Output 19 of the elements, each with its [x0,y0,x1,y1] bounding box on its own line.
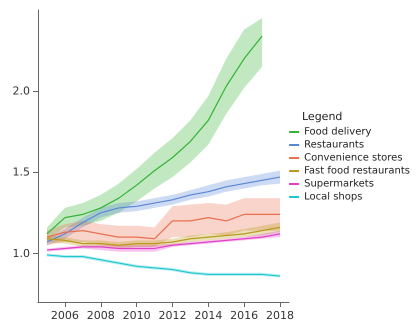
x-tick-label: 2014 [194,309,222,322]
legend-title: Legend [302,110,342,123]
x-tick-label: 2008 [86,309,115,322]
line-series [46,226,281,246]
y-tick-label: 2.0 [12,84,30,98]
legend-label: Supermarkets [304,178,374,190]
x-tick-label: 2018 [266,309,294,322]
y-tick-label: 1.5 [12,166,30,179]
legend-label: Convenience stores [304,152,403,164]
line-series [46,214,281,240]
x-tick-label: 2016 [230,309,258,322]
y-tick-label: 1.0 [12,246,30,260]
legend-label: Local shops [304,192,362,202]
legend-label: Food delivery [304,126,372,138]
legend-label: Fast food restaurants [304,166,410,176]
x-tick-label: 2012 [158,309,186,322]
x-tick-label: 2006 [50,309,79,322]
x-tick-label: 2010 [122,309,151,322]
legend-label: Restaurants [304,140,364,150]
